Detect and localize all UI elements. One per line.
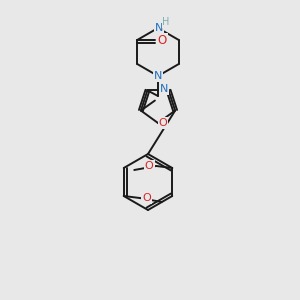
Text: O: O: [158, 34, 167, 46]
Text: O: O: [159, 118, 167, 128]
Text: N: N: [155, 23, 163, 33]
Text: O: O: [145, 161, 154, 171]
Text: N: N: [154, 71, 162, 81]
Text: O: O: [142, 193, 151, 203]
Text: N: N: [159, 84, 168, 94]
Text: H: H: [162, 17, 170, 27]
